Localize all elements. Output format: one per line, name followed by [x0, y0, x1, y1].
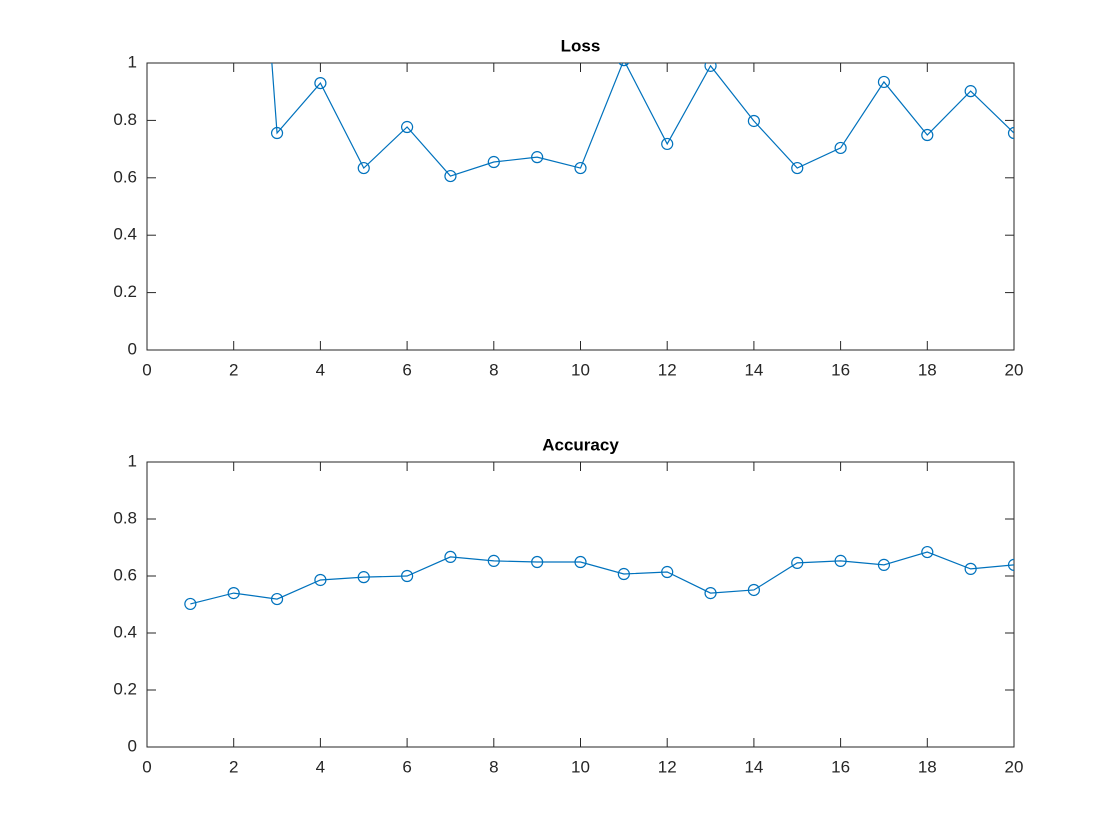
x-tick-label: 4 [316, 757, 325, 776]
x-tick-label: 14 [744, 360, 763, 379]
x-tick-label: 18 [918, 360, 937, 379]
x-tick-label: 12 [658, 360, 677, 379]
plot-area [184, 545, 1014, 611]
y-tick-label: 0.6 [113, 565, 137, 584]
axes-box [146, 461, 1015, 748]
x-tick-label: 2 [229, 360, 238, 379]
y-tick-label: 1 [128, 451, 137, 470]
data-marker [747, 114, 761, 128]
x-tick-label: 20 [1005, 757, 1024, 776]
y-tick-label: 1 [128, 52, 137, 71]
data-marker [401, 120, 414, 134]
data-marker [357, 571, 370, 584]
x-tick-label: 8 [489, 757, 498, 776]
data-marker [661, 565, 674, 579]
data-marker [184, 597, 197, 611]
data-marker [877, 75, 891, 89]
data-marker [834, 554, 847, 567]
data-marker [921, 128, 934, 142]
data-marker [704, 63, 717, 72]
data-marker [661, 137, 674, 151]
y-tick-label: 0.6 [113, 167, 137, 186]
y-tick-label: 0 [128, 339, 137, 358]
x-tick-label: 6 [402, 757, 411, 776]
data-marker [834, 141, 847, 155]
x-tick-label: 8 [489, 360, 498, 379]
x-tick-label: 10 [571, 360, 590, 379]
x-tick-label: 16 [831, 757, 850, 776]
data-marker [704, 586, 717, 600]
data-marker [531, 151, 544, 164]
data-marker [791, 161, 804, 175]
x-tick-label: 6 [402, 360, 411, 379]
y-tick-label: 0.4 [113, 225, 137, 244]
data-marker [487, 155, 500, 169]
data-marker [747, 583, 761, 597]
y-tick-label: 0.2 [113, 679, 137, 698]
data-marker [531, 555, 544, 569]
data-marker [877, 558, 891, 571]
x-tick-label: 18 [918, 757, 937, 776]
data-marker [314, 573, 327, 587]
data-marker [791, 556, 804, 569]
x-tick-label: 0 [142, 757, 151, 776]
data-line [190, 551, 1014, 605]
x-tick-label: 14 [744, 757, 763, 776]
data-marker [444, 169, 457, 183]
plot-area [270, 63, 1014, 183]
data-marker [270, 592, 284, 606]
x-tick-label: 10 [571, 757, 590, 776]
data-marker [314, 76, 327, 90]
axes-box [146, 62, 1015, 351]
data-marker [1007, 558, 1014, 571]
chart-title: Loss [561, 36, 601, 55]
data-marker [444, 550, 457, 564]
data-marker [618, 63, 630, 67]
x-tick-label: 2 [229, 757, 238, 776]
y-tick-label: 0 [128, 736, 137, 755]
y-tick-label: 0.2 [113, 282, 137, 301]
x-tick-label: 12 [658, 757, 677, 776]
data-marker [487, 554, 500, 567]
data-marker [921, 545, 934, 559]
y-tick-label: 0.8 [113, 508, 137, 527]
x-tick-label: 20 [1005, 360, 1024, 379]
y-tick-label: 0.4 [113, 622, 137, 641]
data-marker [617, 567, 630, 581]
data-marker [964, 562, 977, 575]
y-tick-label: 0.8 [113, 110, 137, 129]
x-tick-label: 4 [316, 360, 325, 379]
x-tick-label: 0 [142, 360, 151, 379]
x-tick-label: 16 [831, 360, 850, 379]
data-marker [964, 85, 977, 98]
data-marker [401, 569, 414, 583]
data-marker [574, 555, 587, 569]
data-marker [357, 161, 370, 175]
chart-title: Accuracy [542, 435, 619, 454]
data-marker [270, 126, 284, 140]
data-marker [574, 161, 587, 175]
data-line [271, 63, 1014, 177]
data-marker [1007, 126, 1014, 140]
data-marker [227, 586, 240, 600]
